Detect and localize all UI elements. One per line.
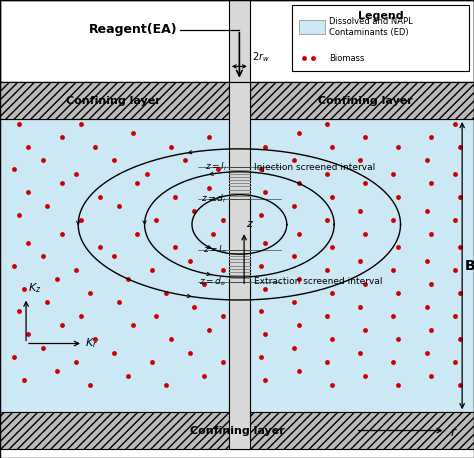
Text: $2r_w$: $2r_w$ (252, 50, 270, 64)
Bar (0, 0, 474, 82)
Bar (0, 412, 474, 449)
Text: $z=d_i$: $z=d_i$ (201, 193, 227, 206)
Bar (292, 5, 469, 71)
Text: z: z (246, 219, 252, 229)
Text: Extraction screened interval: Extraction screened interval (254, 277, 382, 286)
Text: Reagent(EA): Reagent(EA) (89, 23, 177, 36)
Text: Confining layer: Confining layer (66, 96, 161, 106)
Text: $r$: $r$ (450, 426, 458, 439)
Bar (229, 0, 250, 82)
Bar (0, 82, 229, 119)
Text: Dissolved and NAPL
Contaminants (ED): Dissolved and NAPL Contaminants (ED) (329, 17, 413, 37)
Text: Confining layer: Confining layer (318, 96, 412, 106)
Text: $z=d_e$: $z=d_e$ (200, 275, 227, 288)
Bar (229, 82, 250, 449)
Text: $K_r$: $K_r$ (85, 337, 98, 350)
Text: Biomass: Biomass (329, 54, 365, 63)
Text: $z=l_e$: $z=l_e$ (202, 243, 227, 256)
Text: Legend: Legend (357, 11, 403, 21)
Text: Injection screened interval: Injection screened interval (254, 163, 375, 172)
Bar (299, 20, 325, 34)
Text: $K_z$: $K_z$ (28, 282, 42, 295)
Text: $z=l_i$: $z=l_i$ (205, 161, 227, 174)
Bar (0, 119, 474, 412)
Text: Confining layer: Confining layer (190, 425, 284, 436)
Text: B: B (465, 259, 474, 273)
Bar (250, 82, 474, 119)
